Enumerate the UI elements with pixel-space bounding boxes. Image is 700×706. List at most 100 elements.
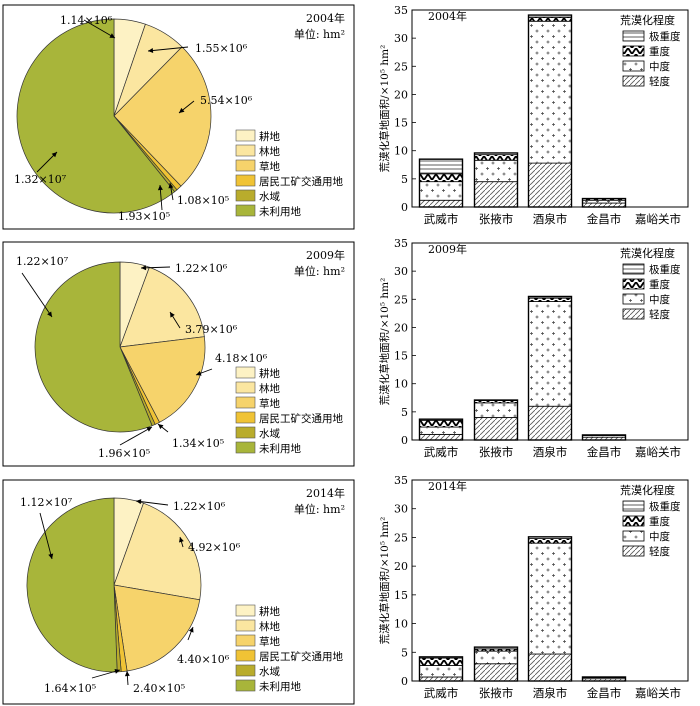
bar-legend-label-重度: 重度: [649, 45, 670, 58]
pie-value-label-2: 4.92×10⁶: [188, 541, 241, 554]
pie-legend-swatch-1: [235, 604, 256, 617]
pie-legend-label-2: 林地: [259, 145, 280, 158]
bar-legend-swatch-中度: [622, 60, 645, 72]
pie-legend-swatch-2: [235, 619, 256, 632]
pie-arrowhead: [109, 33, 115, 38]
x-tick-label: 金昌市: [587, 445, 622, 459]
pie-arrowhead: [179, 107, 185, 113]
bar-legend-title: 荒漠化程度: [620, 246, 675, 260]
bar-legend-swatch-重度: [622, 278, 645, 290]
pie-legend-label-5: 水域: [259, 665, 280, 678]
pie-legend-swatch-3: [235, 159, 256, 172]
x-tick-label: 嘉峪关市: [635, 686, 681, 700]
pie-arrowhead: [148, 48, 154, 53]
y-tick-label: 5: [401, 646, 408, 659]
bar-segment-中度: [528, 542, 572, 655]
x-tick-label: 金昌市: [587, 686, 622, 700]
bar-legend-swatch-中度: [622, 293, 645, 305]
pie-legend-label-5: 水域: [259, 427, 280, 440]
pie-arrowhead: [179, 537, 184, 543]
bar-legend-swatch-极重度: [622, 263, 645, 275]
bar-legend-swatch-重度: [622, 45, 645, 57]
pie-legend-swatch-6: [235, 679, 256, 692]
bar-legend-label-重度: 重度: [649, 278, 670, 291]
pie-arrowhead: [146, 427, 152, 432]
y-tick-label: 35: [394, 4, 408, 17]
pie-legend-label-2: 林地: [259, 382, 280, 395]
x-tick-label: 武威市: [424, 686, 459, 700]
y-tick-label: 20: [394, 88, 408, 101]
y-tick-label: 0: [401, 675, 408, 688]
bar-legend-swatch-轻度: [622, 75, 645, 87]
bar-legend-label-中度: 中度: [649, 60, 670, 73]
pie-arrowhead: [47, 311, 52, 317]
x-tick-label: 嘉峪关市: [635, 445, 681, 459]
pie-value-label-2: 3.79×10⁶: [185, 323, 238, 336]
pie-arrowhead: [157, 185, 163, 191]
bar-segment-轻度: [474, 663, 518, 682]
pie-value-label-4: 1.96×10⁵: [98, 447, 150, 460]
y-tick-label: 10: [394, 378, 408, 391]
pie-value-label-3: 5.54×10⁶: [200, 94, 253, 107]
pie-title: 2004年: [306, 11, 345, 25]
bar-outline: [581, 676, 627, 682]
pie-value-label-5: 1.08×10⁵: [177, 194, 229, 207]
bar-legend-label-极重度: 极重度: [649, 30, 681, 43]
y-axis-label: 荒漠化草地面积/×10⁵ hm²: [378, 278, 391, 406]
bar-segment-中度: [582, 199, 626, 204]
bar-segment-重度: [419, 173, 463, 183]
pie-leader-line: [39, 512, 53, 560]
pie-leader-line: [21, 272, 53, 318]
pie-legend-swatch-2: [235, 144, 256, 157]
pie-legend-label-5: 水域: [259, 190, 280, 203]
pie-legend-label-3: 草地: [259, 635, 280, 648]
pie-slice-3: [113, 46, 212, 187]
pie-slice-6: [16, 18, 176, 214]
pie-leader-line: [119, 426, 153, 446]
pie-legend-swatch-6: [235, 204, 256, 217]
pie-value-label-6: 1.32×10⁷: [14, 173, 67, 186]
bar-outline: [527, 14, 573, 208]
bar-title: 2004年: [428, 9, 467, 23]
y-axis-label: 荒漠化草地面积/×10⁵ hm²: [378, 45, 391, 173]
bar-segment-重度: [528, 538, 572, 544]
y-tick-label: 10: [394, 145, 408, 158]
bar-legend-swatch-极重度: [622, 500, 645, 512]
bar-segment-中度: [474, 402, 518, 418]
bar-outline: [418, 418, 464, 441]
bar-legend-swatch-轻度: [622, 545, 645, 557]
pie-slice-6: [34, 261, 153, 433]
bar-outline: [473, 152, 519, 208]
y-tick-label: 20: [394, 560, 408, 573]
pie-leader-line: [135, 500, 169, 506]
bar-outline: [581, 434, 627, 441]
y-tick-label: 0: [401, 434, 408, 447]
y-tick-label: 35: [394, 237, 408, 250]
pie-value-label-3: 4.18×10⁶: [215, 352, 268, 365]
pie-value-label-1: 1.14×10⁶: [60, 14, 113, 27]
y-tick-label: 30: [394, 503, 408, 516]
pie-value-label-1: 1.22×10⁶: [173, 500, 226, 513]
pie-legend-label-6: 未利用地: [259, 442, 301, 455]
pie-value-label-3: 4.40×10⁶: [177, 653, 230, 666]
bar-legend-title: 荒漠化程度: [620, 483, 675, 497]
pie-legend-label-1: 耕地: [259, 605, 280, 618]
y-tick-label: 15: [394, 589, 408, 602]
pie-legend-swatch-2: [235, 381, 256, 394]
bar-outline: [527, 295, 573, 441]
x-tick-label: 张掖市: [479, 686, 514, 700]
y-tick-label: 5: [401, 406, 408, 419]
bar-segment-轻度: [474, 417, 518, 441]
pie-slice-2: [113, 502, 202, 601]
pie-arrowhead: [196, 370, 202, 376]
bar-segment-中度: [419, 665, 463, 678]
pie-legend-label-3: 草地: [259, 160, 280, 173]
bar-legend-label-极重度: 极重度: [649, 263, 681, 276]
bar-legend-label-重度: 重度: [649, 515, 670, 528]
pie-legend-swatch-6: [235, 441, 256, 454]
pie-legend-swatch-5: [235, 189, 256, 202]
pie-value-label-5: 1.34×10⁵: [172, 437, 224, 450]
